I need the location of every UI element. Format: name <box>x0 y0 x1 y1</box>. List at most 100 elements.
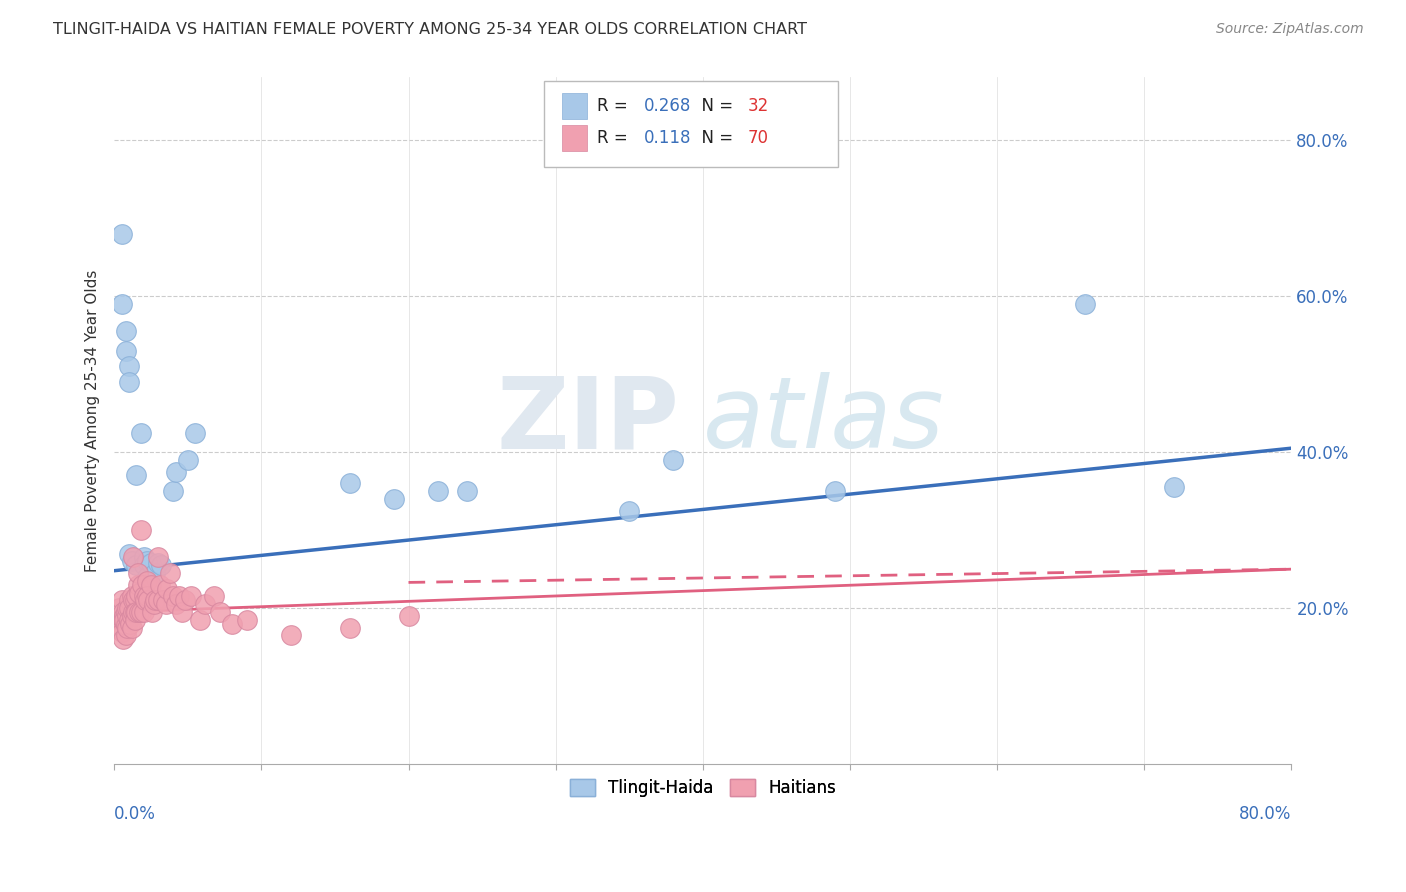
Point <box>135 590 157 604</box>
Text: atlas: atlas <box>703 372 945 469</box>
Point <box>110 297 132 311</box>
Point <box>619 503 641 517</box>
Point <box>134 593 156 607</box>
Text: R =: R = <box>598 97 633 115</box>
Point <box>155 597 177 611</box>
Point <box>148 593 170 607</box>
Point <box>125 558 148 573</box>
Point <box>142 597 165 611</box>
Point <box>456 484 478 499</box>
Point <box>662 453 685 467</box>
Point <box>118 375 141 389</box>
Point <box>129 425 152 440</box>
Point <box>107 601 129 615</box>
Point <box>202 590 225 604</box>
Point <box>110 227 132 241</box>
FancyBboxPatch shape <box>561 94 588 120</box>
Text: 0.118: 0.118 <box>644 128 692 147</box>
Point <box>127 566 149 580</box>
Point <box>148 550 170 565</box>
Point <box>110 624 132 639</box>
Point <box>162 484 184 499</box>
Point <box>162 590 184 604</box>
Text: 0.268: 0.268 <box>644 97 692 115</box>
Point <box>165 465 187 479</box>
Text: 80.0%: 80.0% <box>1239 805 1292 823</box>
Point <box>115 324 138 338</box>
Point <box>398 609 420 624</box>
Point <box>180 590 202 604</box>
Point <box>108 613 131 627</box>
Point <box>165 597 187 611</box>
Point <box>139 578 162 592</box>
Point <box>177 453 200 467</box>
Point <box>156 582 179 596</box>
Point <box>125 468 148 483</box>
Point <box>121 554 143 568</box>
Point <box>280 628 302 642</box>
Point <box>382 491 405 506</box>
Point <box>132 550 155 565</box>
Point <box>152 593 174 607</box>
Point <box>115 618 138 632</box>
FancyBboxPatch shape <box>544 81 838 167</box>
Point <box>118 547 141 561</box>
Y-axis label: Female Poverty Among 25-34 Year Olds: Female Poverty Among 25-34 Year Olds <box>86 269 100 572</box>
Point <box>339 621 361 635</box>
Point <box>122 550 145 565</box>
Point <box>135 574 157 588</box>
Point <box>122 593 145 607</box>
Point <box>339 476 361 491</box>
Point <box>209 605 232 619</box>
Point <box>167 590 190 604</box>
Point <box>117 601 139 615</box>
Point <box>118 359 141 374</box>
Point <box>117 621 139 635</box>
Point <box>115 628 138 642</box>
Point <box>145 566 167 580</box>
Point <box>118 593 141 607</box>
Point <box>121 590 143 604</box>
Point <box>122 605 145 619</box>
Point <box>118 613 141 627</box>
Text: Source: ZipAtlas.com: Source: ZipAtlas.com <box>1216 22 1364 37</box>
Point <box>124 605 146 619</box>
Point <box>124 613 146 627</box>
Point <box>132 605 155 619</box>
Point <box>194 597 217 611</box>
Point <box>173 593 195 607</box>
Point <box>139 556 162 570</box>
Point <box>127 578 149 592</box>
Point <box>125 590 148 604</box>
Legend: Tlingit-Haida, Haitians: Tlingit-Haida, Haitians <box>562 772 842 804</box>
Point <box>235 613 257 627</box>
Text: 70: 70 <box>748 128 769 147</box>
Point <box>120 616 142 631</box>
Point <box>115 605 138 619</box>
Point <box>141 605 163 619</box>
Text: N =: N = <box>692 97 738 115</box>
Point <box>114 613 136 627</box>
Text: N =: N = <box>692 128 738 147</box>
Point <box>111 632 134 647</box>
Point <box>170 605 193 619</box>
Point <box>149 578 172 592</box>
Point <box>125 605 148 619</box>
Point <box>132 590 155 604</box>
Point <box>121 621 143 635</box>
Point <box>1074 297 1097 311</box>
Text: ZIP: ZIP <box>496 372 679 469</box>
Point <box>159 566 181 580</box>
Point <box>184 425 207 440</box>
Point <box>128 585 150 599</box>
Point <box>129 605 152 619</box>
Point <box>110 621 132 635</box>
Point <box>128 605 150 619</box>
Point <box>131 578 153 592</box>
Point <box>135 554 157 568</box>
Point <box>136 593 159 607</box>
Point <box>135 570 157 584</box>
Point <box>145 593 167 607</box>
Point <box>221 616 243 631</box>
Text: 0.0%: 0.0% <box>114 805 156 823</box>
